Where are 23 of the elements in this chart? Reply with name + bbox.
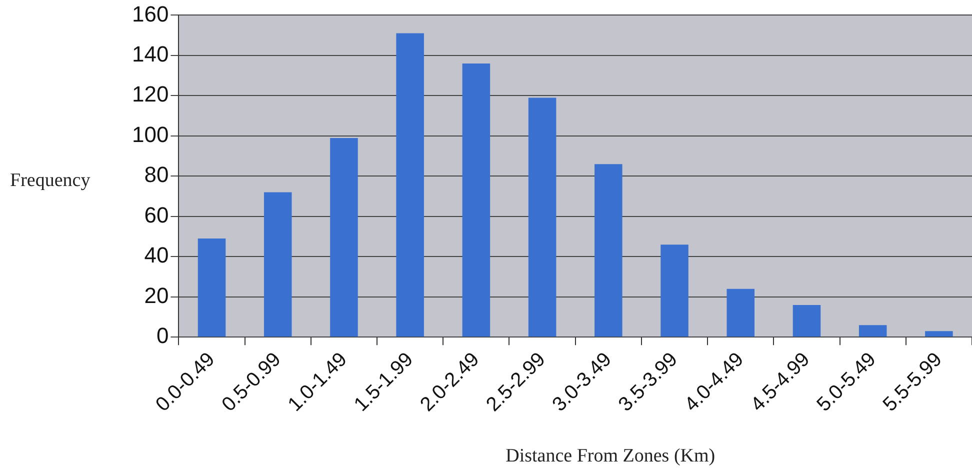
y-tick-label: 40 <box>144 242 169 268</box>
y-tick-label: 160 <box>132 1 169 26</box>
y-tick-label: 100 <box>132 122 169 147</box>
y-tick-label: 80 <box>144 162 169 188</box>
bar <box>198 238 226 337</box>
bar <box>264 192 292 337</box>
x-axis-title: Distance From Zones (Km) <box>506 445 716 466</box>
y-tick-label: 20 <box>144 282 169 308</box>
bar <box>528 98 556 337</box>
bar <box>396 33 424 337</box>
bar <box>462 63 490 337</box>
bar <box>330 138 358 337</box>
bar <box>792 304 821 337</box>
y-tick-label: 120 <box>132 82 169 107</box>
bar <box>925 331 953 337</box>
bar <box>858 325 887 337</box>
bar <box>660 244 688 337</box>
bar <box>594 164 622 337</box>
y-tick-label: 0 <box>156 323 169 348</box>
y-axis-title: Frequency <box>10 170 91 192</box>
y-tick-label: 140 <box>132 42 169 67</box>
y-tick-label: 60 <box>144 202 169 228</box>
bar <box>726 288 755 337</box>
